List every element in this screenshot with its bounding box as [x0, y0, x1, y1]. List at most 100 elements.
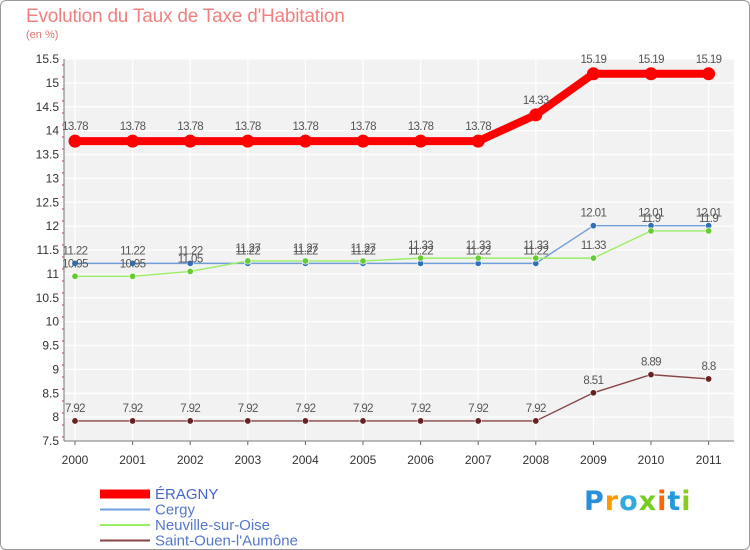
y-tick-label: 13: [46, 171, 60, 185]
data-point: [301, 257, 309, 265]
y-tick-label: 15.5: [36, 52, 60, 66]
data-label: 11.27: [351, 243, 376, 255]
data-point: [589, 222, 597, 230]
data-label: 12.01: [581, 208, 607, 220]
data-label: 13.78: [62, 121, 88, 133]
logo-letter: o: [619, 486, 639, 517]
x-tick-label: 2005: [350, 453, 377, 467]
data-point: [474, 254, 482, 262]
logo-letter: P: [584, 486, 605, 517]
data-label: 11.22: [293, 245, 318, 257]
data-point: [241, 134, 255, 148]
data-label: 7.92: [468, 403, 488, 415]
data-point: [129, 417, 137, 425]
data-label: 10.95: [62, 258, 88, 270]
x-tick-label: 2003: [234, 453, 261, 467]
series-line: [75, 230, 709, 277]
x-tick-label: 2000: [62, 453, 89, 467]
data-label: 7.92: [411, 403, 431, 415]
data-label: 11.33: [581, 240, 606, 252]
proxiti-logo: Proxiti: [584, 486, 692, 517]
data-label: 11.9: [641, 213, 660, 225]
logo-letter: r: [604, 486, 620, 517]
data-label: 11.22: [351, 245, 376, 257]
data-label: 11.22: [466, 245, 491, 257]
x-tick-label: 2002: [177, 453, 204, 467]
data-point: [414, 134, 428, 148]
data-label: 11.22: [523, 245, 548, 257]
data-point: [129, 272, 137, 280]
data-point: [532, 254, 540, 262]
data-label: 7.92: [353, 403, 373, 415]
data-point: [183, 134, 197, 148]
y-tick-label: 13.5: [36, 148, 60, 162]
chart-title: Evolution du Taux de Taxe d'Habitation: [26, 6, 345, 27]
data-point: [647, 227, 655, 235]
data-point: [589, 254, 597, 262]
data-label: 11.27: [235, 243, 260, 255]
x-tick-label: 2008: [522, 453, 549, 467]
series-line: [75, 373, 709, 422]
y-tick-label: 11: [47, 267, 60, 281]
data-label: 7.92: [238, 403, 258, 415]
series-0: [68, 67, 716, 148]
data-label: 8.8: [702, 361, 716, 373]
y-tick-label: 11.5: [37, 243, 60, 257]
data-label: 13.78: [350, 121, 376, 133]
data-label: 15.19: [638, 54, 664, 66]
data-point: [129, 259, 137, 267]
data-point: [356, 134, 370, 148]
data-point: [68, 134, 82, 148]
y-tick-label: 9: [52, 362, 59, 376]
y-tick-label: 8.5: [42, 386, 59, 400]
data-label: 12.01: [696, 208, 722, 220]
data-point: [359, 417, 367, 425]
logo-letter: x: [638, 486, 658, 517]
x-tick-label: 2004: [292, 453, 319, 467]
legend-label: Neuville-sur-Oise: [155, 517, 270, 534]
y-tick-label: 8: [52, 410, 59, 424]
data-label: 13.78: [235, 121, 261, 133]
data-point: [471, 134, 485, 148]
data-point: [301, 417, 309, 425]
data-label: 7.92: [65, 403, 85, 415]
y-tick-label: 7.5: [42, 434, 59, 448]
chart-unit-label: (en %): [26, 29, 59, 41]
data-point: [359, 257, 367, 265]
data-label: 15.19: [696, 54, 722, 66]
data-label: 11.22: [63, 245, 88, 257]
data-label: 11.33: [523, 240, 548, 252]
data-point: [126, 134, 140, 148]
legend-label: Saint-Ouen-l'Aumône: [155, 533, 298, 550]
y-tick-label: 12.5: [36, 195, 60, 209]
data-point: [417, 254, 425, 262]
data-label: 11.22: [408, 245, 433, 257]
data-point: [71, 417, 79, 425]
data-point: [529, 108, 543, 122]
data-label: 10.95: [120, 258, 146, 270]
data-point: [186, 417, 194, 425]
data-point: [244, 417, 252, 425]
y-tick-label: 10.5: [36, 291, 60, 305]
x-tick-label: 2007: [465, 453, 492, 467]
legend-label: Cergy: [155, 502, 196, 519]
y-tick-label: 14: [46, 124, 60, 138]
data-label: 11.05: [178, 253, 203, 265]
data-label: 13.78: [293, 121, 319, 133]
data-point: [186, 259, 194, 267]
logo-letter: i: [657, 486, 668, 517]
data-point: [417, 417, 425, 425]
data-point: [705, 227, 713, 235]
data-label: 11.22: [120, 245, 145, 257]
y-tick-label: 15: [46, 76, 60, 90]
data-point: [298, 134, 312, 148]
y-tick-label: 10: [46, 315, 60, 329]
data-point: [586, 67, 600, 81]
x-tick-label: 2006: [407, 453, 434, 467]
y-tick-label: 12: [46, 219, 60, 233]
x-tick-label: 2009: [580, 453, 607, 467]
data-label: 11.27: [293, 243, 318, 255]
data-label: 13.78: [465, 121, 491, 133]
data-label: 7.92: [295, 403, 315, 415]
